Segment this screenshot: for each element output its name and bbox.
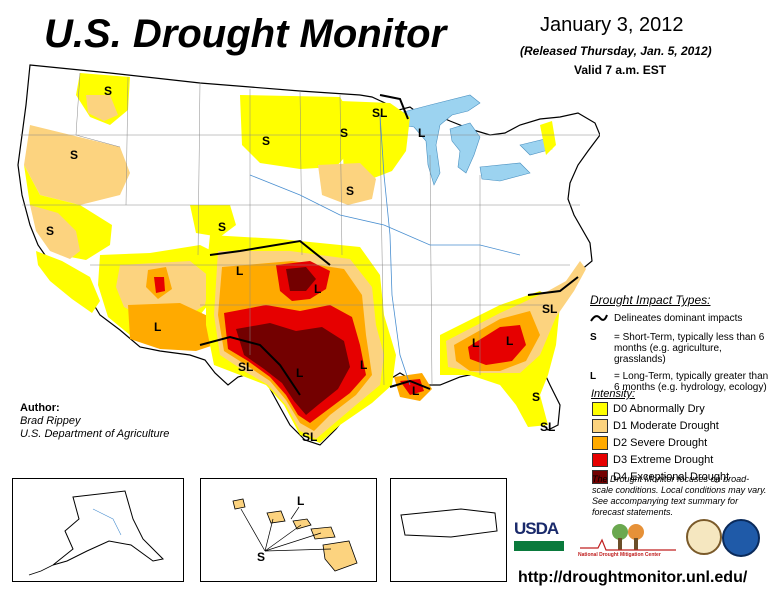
impact-legend-heading: Drought Impact Types: [590, 293, 711, 307]
impact-legend-delineates: Delineates dominant impacts [590, 313, 770, 326]
alaska-map [28, 490, 165, 576]
author-name: Brad Rippey [20, 415, 81, 427]
d4-oklahoma [286, 267, 316, 291]
d0-swatch [592, 402, 608, 416]
hawaii-map: S L [232, 494, 358, 572]
rivers [249, 114, 521, 386]
drought-note: The Drought Monitor focuses on broad-sca… [592, 474, 767, 517]
map-title: U.S. Drought Monitor [44, 12, 447, 56]
impact-label: L [154, 320, 161, 334]
impact-label: SL [302, 430, 317, 444]
noaa-seal-icon [722, 519, 760, 557]
author-block: Author: Brad Rippey U.S. Department of A… [20, 402, 169, 441]
website-url[interactable]: http://droughtmonitor.unl.edu/ [518, 569, 748, 586]
impact-label: S [104, 84, 112, 98]
impact-label: S [70, 148, 78, 162]
intensity-d1: D1 Moderate Drought [592, 419, 719, 433]
ndmc-tree-icon [580, 524, 676, 551]
d0-florida-north [540, 121, 556, 155]
d4-texas [236, 323, 350, 415]
intensity-d3: D3 Extreme Drought [592, 453, 713, 467]
impact-label: S [340, 126, 348, 140]
puerto-rico-inset [390, 478, 507, 582]
d0-minnesota [340, 101, 410, 181]
impact-label: SL [372, 106, 387, 120]
d1-swatch [592, 419, 608, 433]
impact-label: L [506, 334, 513, 348]
hawaii-inset: S L [200, 478, 377, 582]
impact-label: S [532, 390, 540, 404]
d3-southeast [468, 325, 526, 365]
intensity-heading: Intensity: [591, 388, 636, 400]
d0-dakotas [240, 95, 352, 169]
intensity-d4: D4 Exceptional Drought [592, 470, 729, 484]
valid-time: Valid 7 a.m. EST [574, 63, 667, 77]
d1-idaho [86, 95, 118, 121]
release-date: (Released Thursday, Jan. 5, 2012) [520, 44, 712, 58]
impact-label: SL [542, 302, 557, 316]
d1-minnesota [318, 163, 376, 205]
impact-label: L [296, 366, 303, 380]
impact-label: S [46, 224, 54, 238]
great-lakes [391, 94, 553, 186]
drought-map-conus: S S S S SL L S S L L L SL L SL L L SL S … [17, 64, 600, 446]
map-date: January 3, 2012 [540, 14, 684, 36]
intensity-d2: D2 Severe Drought [592, 436, 707, 450]
impact-legend-short-term: S = Short-Term, typically less than 6 mo… [590, 332, 765, 365]
impact-label: L [360, 358, 367, 372]
d2-southwest [128, 303, 214, 351]
impact-label: L [314, 282, 321, 296]
impact-label: L [412, 384, 419, 398]
author-org: U.S. Department of Agriculture [20, 428, 170, 440]
impact-label: SL [540, 420, 555, 434]
hawaii-impact-label: L [297, 494, 304, 508]
puerto-rico-map [400, 508, 498, 538]
d2-swatch [592, 436, 608, 450]
d4-swatch [592, 470, 608, 484]
boundary-line-icon [590, 313, 614, 326]
hawaii-impact-label: S [257, 550, 265, 564]
intensity-d0: D0 Abnormally Dry [592, 402, 705, 416]
impact-legend: Drought Impact Types: Delineates dominan… [590, 293, 770, 393]
impact-legend-long-term: L = Long-Term, typically greater than 6 … [590, 371, 769, 393]
impact-label: L [418, 126, 425, 140]
d0-california [36, 251, 100, 313]
d1-california [30, 205, 80, 259]
d3-arizona-pocket [154, 277, 165, 293]
commerce-seal-icon [686, 519, 722, 555]
usda-logo: USDA [514, 519, 564, 557]
impact-label: L [236, 264, 243, 278]
alaska-inset [12, 478, 184, 582]
d3-swatch [592, 453, 608, 467]
impact-label: S [346, 184, 354, 198]
impact-label: SL [238, 360, 253, 374]
author-label: Author: [20, 402, 60, 414]
drought-areas [24, 73, 586, 443]
impact-boundaries [199, 94, 579, 396]
impact-label: S [218, 220, 226, 234]
d0-wyoming [190, 205, 236, 237]
impact-label: S [262, 134, 270, 148]
ndmc-logo: National Drought Mitigation Center [578, 520, 678, 560]
d1-oregon [24, 125, 130, 205]
impact-label: L [472, 336, 479, 350]
